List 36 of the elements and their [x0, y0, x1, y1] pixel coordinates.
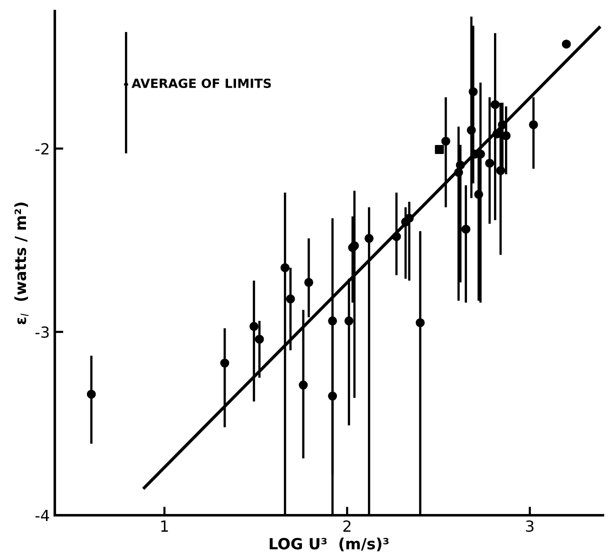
- point: [328, 392, 338, 401]
- point: [392, 232, 401, 242]
- y-tick-label: -3: [35, 326, 49, 338]
- x-tick-label: 1: [161, 520, 168, 532]
- point: [496, 166, 506, 176]
- point: [344, 316, 354, 326]
- x-axis-title: LOG U³ (m/s)³: [270, 538, 389, 552]
- point: [280, 263, 290, 272]
- point: [220, 358, 230, 368]
- point: [416, 318, 425, 328]
- x-tick-label: 2: [343, 520, 350, 532]
- point: [485, 158, 494, 168]
- point: [364, 234, 374, 243]
- point: [456, 160, 465, 170]
- point: [468, 87, 478, 96]
- point: [466, 126, 476, 135]
- point: [562, 40, 571, 49]
- y-axis-title: ε$_{I}$ (watts / m²): [14, 202, 28, 324]
- annotation: AVERAGE OF LIMITS: [132, 78, 271, 88]
- point: [328, 316, 338, 326]
- point: [441, 136, 450, 146]
- x-tick-label: 3: [526, 520, 534, 532]
- point: [304, 278, 314, 287]
- point: [474, 190, 484, 199]
- point: [528, 120, 538, 130]
- point: [490, 100, 500, 110]
- point: [461, 224, 470, 234]
- point: [86, 390, 96, 399]
- y-tick-label: -2: [35, 143, 48, 154]
- point: [434, 144, 444, 154]
- point: [454, 168, 464, 177]
- point: [254, 334, 264, 344]
- point: [249, 322, 258, 331]
- y-tick-label: -4: [35, 510, 50, 522]
- point: [298, 380, 308, 390]
- point: [286, 294, 295, 304]
